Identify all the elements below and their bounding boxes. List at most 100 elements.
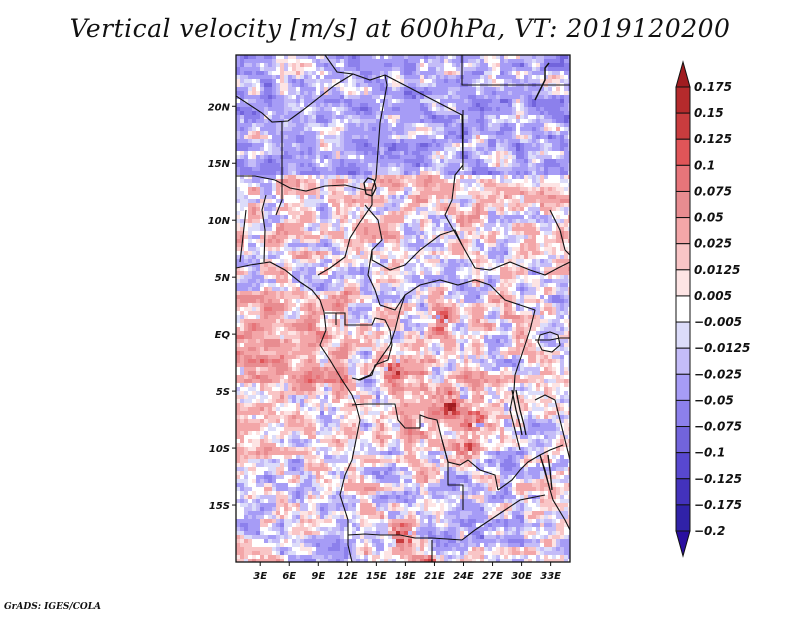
- field-cell: [492, 299, 496, 303]
- field-cell: [348, 267, 352, 271]
- field-cell: [292, 183, 296, 187]
- field-cell: [452, 199, 456, 203]
- field-cell: [292, 127, 296, 131]
- field-cell: [468, 163, 472, 167]
- field-cell: [528, 223, 532, 227]
- field-cell: [424, 111, 428, 115]
- field-cell: [492, 175, 496, 179]
- field-cell: [568, 271, 570, 275]
- field-cell: [324, 111, 328, 115]
- field-cell: [316, 287, 320, 291]
- field-cell: [244, 251, 248, 255]
- field-cell: [356, 115, 360, 119]
- field-cell: [260, 71, 264, 75]
- field-cell: [316, 63, 320, 67]
- field-cell: [312, 319, 316, 323]
- field-cell: [488, 75, 492, 79]
- field-cell: [284, 231, 288, 235]
- field-cell: [376, 271, 380, 275]
- field-cell: [552, 299, 556, 303]
- field-cell: [408, 59, 412, 63]
- field-cell: [344, 103, 348, 107]
- field-cell: [568, 99, 570, 103]
- field-cell: [352, 275, 356, 279]
- field-cell: [520, 299, 524, 303]
- field-cell: [456, 151, 460, 155]
- field-cell: [272, 75, 276, 79]
- field-cell: [340, 259, 344, 263]
- field-cell: [396, 187, 400, 191]
- field-cell: [548, 195, 552, 199]
- field-cell: [272, 67, 276, 71]
- field-cell: [256, 267, 260, 271]
- field-cell: [428, 87, 432, 91]
- field-cell: [248, 255, 252, 259]
- field-cell: [308, 191, 312, 195]
- field-cell: [236, 231, 240, 235]
- field-cell: [556, 67, 560, 71]
- field-cell: [468, 219, 472, 223]
- field-cell: [500, 195, 504, 199]
- field-cell: [408, 179, 412, 183]
- field-cell: [372, 159, 376, 163]
- field-cell: [396, 183, 400, 187]
- field-cell: [244, 283, 248, 287]
- field-cell: [352, 79, 356, 83]
- field-cell: [364, 167, 368, 171]
- field-cell: [332, 163, 336, 167]
- field-cell: [476, 207, 480, 211]
- field-cell: [436, 143, 440, 147]
- field-cell: [552, 287, 556, 291]
- field-cell: [360, 263, 364, 267]
- field-cell: [500, 183, 504, 187]
- field-cell: [420, 91, 424, 95]
- field-cell: [528, 111, 532, 115]
- field-cell: [392, 179, 396, 183]
- field-cell: [440, 275, 444, 279]
- field-cell: [372, 315, 376, 319]
- field-cell: [472, 307, 476, 311]
- field-cell: [476, 315, 480, 319]
- field-cell: [372, 247, 376, 251]
- field-cell: [528, 171, 532, 175]
- field-cell: [288, 159, 292, 163]
- field-cell: [508, 227, 512, 231]
- field-cell: [300, 175, 304, 179]
- field-cell: [504, 79, 508, 83]
- field-cell: [388, 211, 392, 215]
- field-cell: [340, 291, 344, 295]
- field-cell: [248, 227, 252, 231]
- field-cell: [568, 279, 570, 283]
- field-cell: [248, 111, 252, 115]
- field-cell: [364, 303, 368, 307]
- field-cell: [320, 259, 324, 263]
- field-cell: [432, 223, 436, 227]
- field-cell: [240, 159, 244, 163]
- field-cell: [444, 187, 448, 191]
- field-cell: [332, 147, 336, 151]
- field-cell: [524, 135, 528, 139]
- field-cell: [444, 223, 448, 227]
- field-cell: [276, 155, 280, 159]
- field-cell: [348, 275, 352, 279]
- field-cell: [300, 179, 304, 183]
- field-cell: [248, 199, 252, 203]
- field-cell: [452, 83, 456, 87]
- field-cell: [476, 175, 480, 179]
- field-cell: [560, 195, 564, 199]
- field-cell: [272, 195, 276, 199]
- field-cell: [304, 63, 308, 67]
- field-cell: [360, 207, 364, 211]
- field-cell: [392, 259, 396, 263]
- field-cell: [252, 295, 256, 299]
- field-cell: [268, 179, 272, 183]
- field-cell: [544, 303, 548, 307]
- field-cell: [520, 187, 524, 191]
- field-cell: [428, 127, 432, 131]
- field-cell: [368, 319, 372, 323]
- field-cell: [476, 291, 480, 295]
- field-cell: [308, 231, 312, 235]
- field-cell: [308, 111, 312, 115]
- field-cell: [332, 283, 336, 287]
- field-cell: [560, 67, 564, 71]
